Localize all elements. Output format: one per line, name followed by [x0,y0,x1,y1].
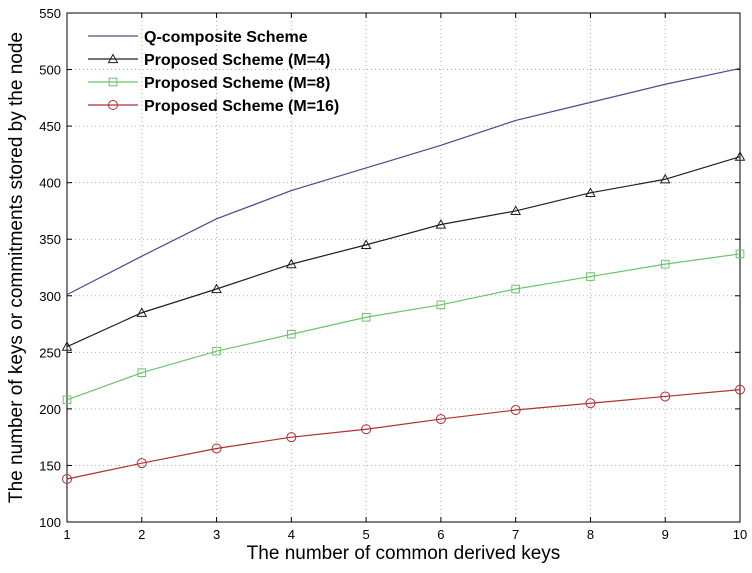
data-point [107,53,119,64]
data-point [361,424,372,435]
x-tick-label: 9 [662,527,669,542]
plot-frame [66,12,741,523]
legend-item: Proposed Scheme (M=8) [88,75,330,92]
data-point [660,391,671,402]
data-point [286,432,297,443]
y-tick-label: 200 [39,402,61,417]
y-tick-label: 250 [39,345,61,360]
data-point [659,173,671,184]
series-line [66,253,741,401]
data-point [212,346,221,356]
data-point [62,395,72,405]
data-point [585,187,596,197]
data-point [361,312,371,322]
axis-ticks: 1 2 3 4 5 6 7 8 9 10 100 150 200 250 300 350 400 450 500 55… [39,6,747,542]
x-axis-label: The number of common derived keys [247,543,561,564]
data-point [287,329,296,339]
data-point [136,307,148,317]
data-point [108,100,118,110]
y-tick-label: 400 [39,176,61,191]
data-point [62,474,72,485]
series-4 [62,384,745,485]
x-tick-label: 1 [63,527,70,542]
grid [67,13,740,522]
data-point [435,414,446,425]
legend-item: Proposed Scheme (M=16) [88,98,339,115]
legend-label: Proposed Scheme (M=4) [144,52,330,69]
data-point [435,218,447,229]
data-point [285,258,297,269]
series-2 [61,151,746,351]
x-tick-label: 6 [437,527,444,542]
data-point [585,398,596,409]
legend-label: Q-composite Scheme [144,29,308,46]
data-point [510,205,522,216]
data-point [61,341,73,351]
y-tick-label: 550 [39,6,61,21]
x-tick-label: 8 [587,527,594,542]
legend-label: Proposed Scheme (M=8) [144,75,330,92]
legend: Q-composite Scheme Proposed Scheme (M=4) P… [88,29,339,115]
legend-item: Q-composite Scheme [88,29,308,46]
y-tick-label: 350 [39,232,61,247]
y-tick-label: 300 [39,289,61,304]
series-1 [66,67,741,296]
series-3 [62,249,745,405]
data-point [360,239,372,249]
y-tick-label: 450 [39,119,61,134]
y-tick-label: 100 [39,515,61,530]
y-axis-label: The number of keys or commitments stored… [6,32,27,503]
series-lines [61,67,746,485]
data-point [511,284,520,294]
data-point [211,443,222,454]
data-point [735,249,745,259]
legend-label: Proposed Scheme (M=16) [144,98,339,115]
y-tick-label: 150 [39,458,61,473]
data-point [735,384,745,395]
x-tick-label: 7 [512,527,519,542]
series-line [66,67,741,296]
x-tick-label: 10 [733,527,747,542]
data-point [510,405,521,416]
legend-item: Proposed Scheme (M=4) [88,52,330,69]
series-line [66,389,741,480]
data-point [586,272,595,281]
data-point [136,458,147,469]
data-point [108,77,118,87]
series-line [66,156,741,348]
data-point [137,368,147,378]
x-tick-label: 4 [288,527,295,542]
data-point [660,259,670,269]
data-point [734,151,746,161]
data-point [436,300,446,310]
y-tick-label: 500 [39,63,61,78]
data-point [211,283,222,294]
x-tick-label: 5 [362,527,369,542]
x-tick-label: 3 [213,527,220,542]
x-tick-label: 2 [138,527,145,542]
